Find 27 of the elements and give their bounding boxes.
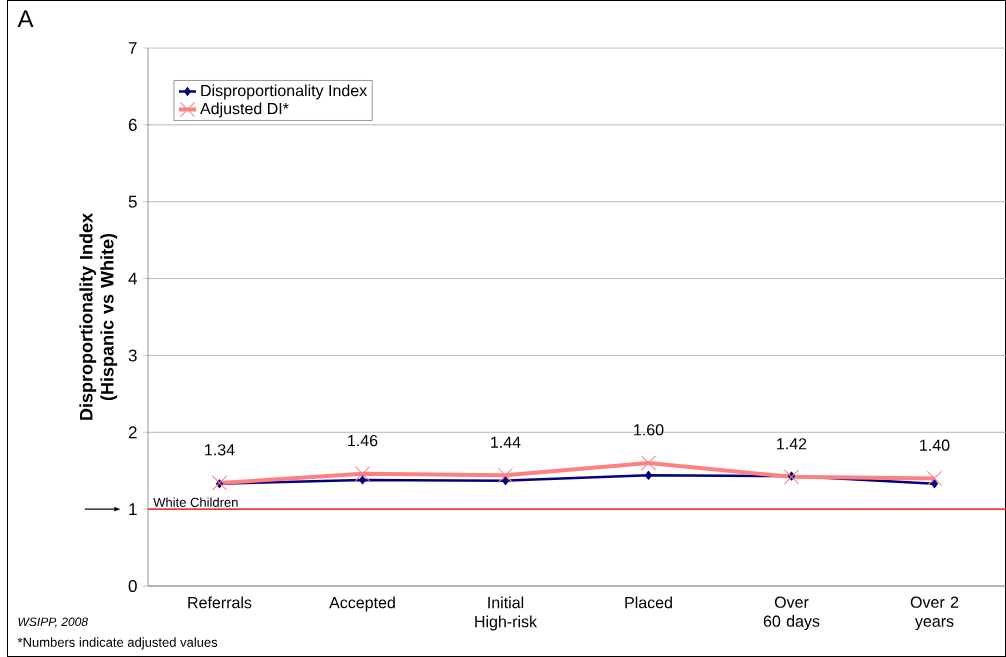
y-tick-label: 4 <box>128 272 137 285</box>
x-tick-label: Over 2 years <box>910 596 959 631</box>
data-label: 1.42 <box>777 438 807 450</box>
data-label: 1.40 <box>920 439 950 451</box>
y-tick-label: 6 <box>128 118 137 131</box>
y-tick-label: 1 <box>129 503 137 515</box>
x-tick-label: Accepted <box>329 596 395 612</box>
text: WSIPP, 2008 <box>18 617 88 628</box>
x-tick-label: Placed <box>625 596 672 609</box>
y-tick-label: 0 <box>128 579 137 593</box>
x-tick-label: Referrals <box>188 596 252 609</box>
ref-line-label: White Children <box>153 497 238 507</box>
legend-label: Adjusted DI* <box>200 102 289 118</box>
y-tick-label: 3 <box>128 349 137 362</box>
data-label: 1.60 <box>634 424 664 436</box>
data-label: 1.44 <box>491 436 521 448</box>
data-label: 1.46 <box>348 434 378 447</box>
y-tick-label: 5 <box>128 195 137 208</box>
y-axis-title: Disproportionality Index (Hispanic vs White) <box>79 213 118 420</box>
y-tick-label: 2 <box>128 426 137 439</box>
x-tick-label: Over 60 days <box>763 596 820 631</box>
y-tick-label: 7 <box>128 42 137 54</box>
text: *Numbers indicate adjusted values <box>17 637 218 650</box>
chart-title: A <box>17 10 34 28</box>
data-label: 1.34 <box>205 444 235 456</box>
legend-label: Disproportionality Index <box>201 84 367 100</box>
x-tick-label: Initial High-risk <box>475 596 538 631</box>
